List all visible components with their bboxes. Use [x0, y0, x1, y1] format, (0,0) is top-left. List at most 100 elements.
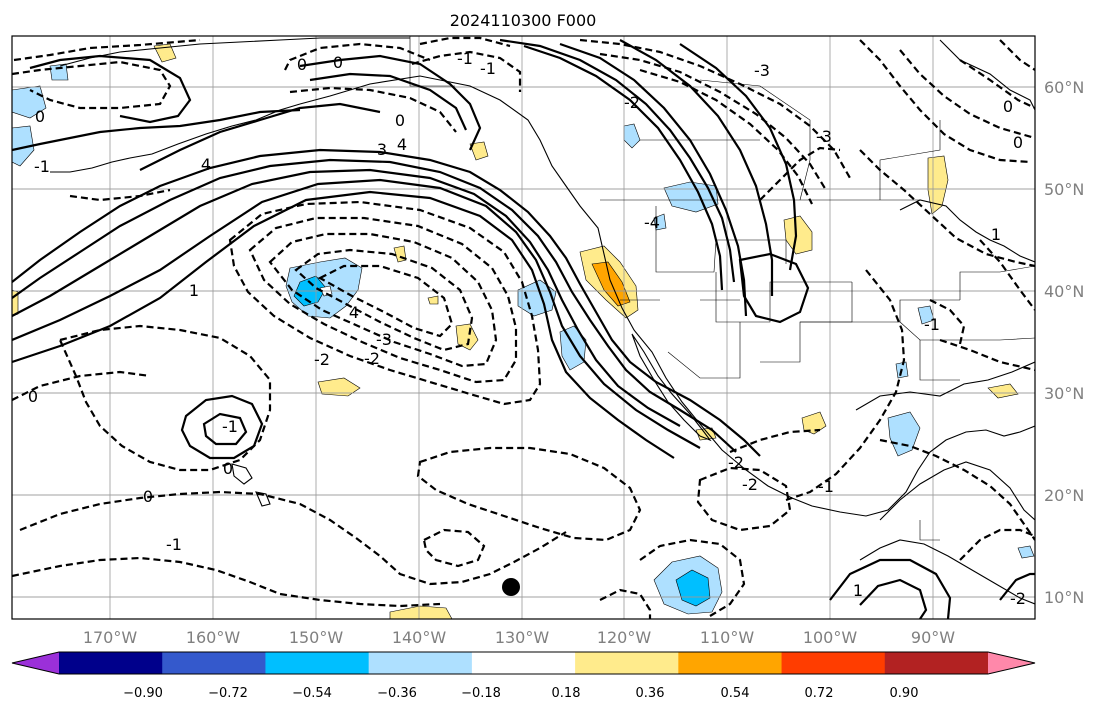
contour-label: 1: [853, 581, 863, 600]
lon-tick-label: 170°W: [83, 628, 138, 647]
contour-label: 0: [28, 387, 38, 406]
lon-tick-label: 110°W: [700, 628, 755, 647]
contour-label: 0: [223, 459, 233, 478]
shade-patch: [317, 377, 361, 397]
contour-label: -2: [742, 475, 758, 494]
contour-label: -3: [816, 127, 832, 146]
colorbar-swatch: [678, 652, 783, 674]
contour-label: -2: [1010, 589, 1026, 608]
contour-label: -3: [754, 61, 770, 80]
map-area: 0 0 -1 -1 0 0 -2 -3 3 4 -3 4 -1 4 -3 -2 …: [12, 36, 1035, 619]
colorbar-tick-label: −0.36: [377, 686, 417, 701]
colorbar-tick-labels: −0.90 −0.72 −0.54 −0.36 −0.18 0.18 0.36 …: [123, 686, 918, 701]
contour-label: -1: [34, 157, 50, 176]
contour-label: 0: [1003, 97, 1013, 116]
shade-patch: [653, 213, 667, 231]
contour-label: -1: [818, 477, 834, 496]
contour-label: -1: [480, 59, 496, 78]
colorbar-tick-label: −0.72: [208, 686, 248, 701]
colorbar-extend-low: [12, 652, 59, 674]
lon-tick-label: 140°W: [392, 628, 447, 647]
contour-label: 0: [395, 111, 405, 130]
coastline-hudson: [939, 39, 1035, 111]
lat-tick-label: 60°N: [1044, 78, 1084, 97]
lat-tick-label: 50°N: [1044, 180, 1084, 199]
colorbar-tick-label: −0.18: [461, 686, 501, 701]
shade-patch: [389, 605, 453, 619]
coastline-hawaii-2: [255, 491, 271, 507]
coastline-great-lakes: [899, 199, 1035, 263]
contour-label: 0: [143, 487, 153, 506]
station-dot: [502, 578, 520, 596]
contour-labels: 0 0 -1 -1 0 0 -2 -3 3 4 -3 4 -1 4 -3 -2 …: [28, 49, 1026, 608]
lon-tick-label: 100°W: [803, 628, 858, 647]
shade-patch: [917, 305, 935, 325]
shade-patch: [427, 295, 439, 305]
colorbar-swatch: [265, 652, 370, 674]
lat-tick-label: 40°N: [1044, 282, 1084, 301]
lon-tick-label: 130°W: [495, 628, 550, 647]
shade-patch: [12, 125, 35, 167]
shade-patch: [591, 261, 631, 307]
colorbar-swatch: [162, 652, 266, 674]
lon-tick-label: 120°W: [597, 628, 652, 647]
colorbar-tick-label: 0.54: [721, 686, 750, 701]
contour-label: -1: [166, 535, 182, 554]
colorbar-swatch: [884, 652, 989, 674]
contour-label: 0: [297, 55, 307, 74]
shaded-patches: [12, 43, 1035, 619]
coastline-yucatan: [879, 461, 1035, 521]
colorbar-tick-label: 0.90: [890, 686, 919, 701]
lat-tick-label: 20°N: [1044, 486, 1084, 505]
contour-label: 0: [333, 53, 343, 72]
coastline-central-america: [859, 539, 1035, 605]
coastline-north-america: [299, 75, 1035, 517]
shade-patch: [987, 383, 1019, 399]
colorbar: [11, 651, 1036, 675]
chart-title: 2024110300 F000: [450, 11, 597, 30]
lat-tick-label: 30°N: [1044, 384, 1084, 403]
coastlines: [50, 37, 1035, 605]
contour-label: -1: [924, 315, 940, 334]
shade-patch: [517, 279, 557, 317]
contour-label: 3: [377, 140, 387, 159]
colorbar-swatch: [575, 652, 679, 674]
political-borders: [409, 36, 1035, 541]
shade-patch: [455, 323, 479, 351]
map-frame: [11, 35, 1036, 620]
contour-label: 1: [991, 225, 1001, 244]
contour-label: -2: [364, 349, 380, 368]
coastline-hawaii: [231, 463, 253, 485]
colorbar-tick-label: 0.72: [805, 686, 834, 701]
lon-tick-label: 150°W: [289, 628, 344, 647]
colorbar-swatch: [59, 652, 163, 674]
lat-tick-labels: 60°N 50°N 40°N 30°N 20°N 10°N: [1044, 78, 1084, 607]
shade-patch: [1017, 545, 1035, 559]
contour-label: -2: [314, 350, 330, 369]
contour-label: 4: [397, 135, 407, 154]
coastline-alaska-north: [59, 37, 410, 67]
contour-label: 1: [189, 281, 199, 300]
colorbar-extend-high: [988, 652, 1035, 674]
contours: [12, 36, 1035, 619]
lon-tick-label: 160°W: [186, 628, 241, 647]
colorbar-swatch: [368, 652, 473, 674]
shade-patch: [469, 141, 489, 161]
lon-tick-labels: 170°W 160°W 150°W 140°W 130°W 120°W 110°…: [83, 628, 955, 647]
lat-tick-label: 10°N: [1044, 588, 1084, 607]
contour-label: -3: [376, 330, 392, 349]
contour-label: -4: [644, 213, 660, 232]
contour-label: -2: [624, 93, 640, 112]
colorbar-tick-label: −0.90: [123, 686, 163, 701]
colorbar-swatch: [471, 652, 576, 674]
contour-label: 4: [201, 155, 211, 174]
contour-label: 0: [35, 107, 45, 126]
contour-label: -2: [728, 453, 744, 472]
lon-tick-label: 90°W: [911, 628, 955, 647]
contour-label: -1: [222, 417, 238, 436]
shade-patch: [887, 411, 921, 457]
contour-label: -1: [457, 49, 473, 68]
colorbar-outline: [11, 651, 1036, 675]
contour-label: 0: [1013, 133, 1023, 152]
colorbar-tick-label: 0.18: [552, 686, 581, 701]
